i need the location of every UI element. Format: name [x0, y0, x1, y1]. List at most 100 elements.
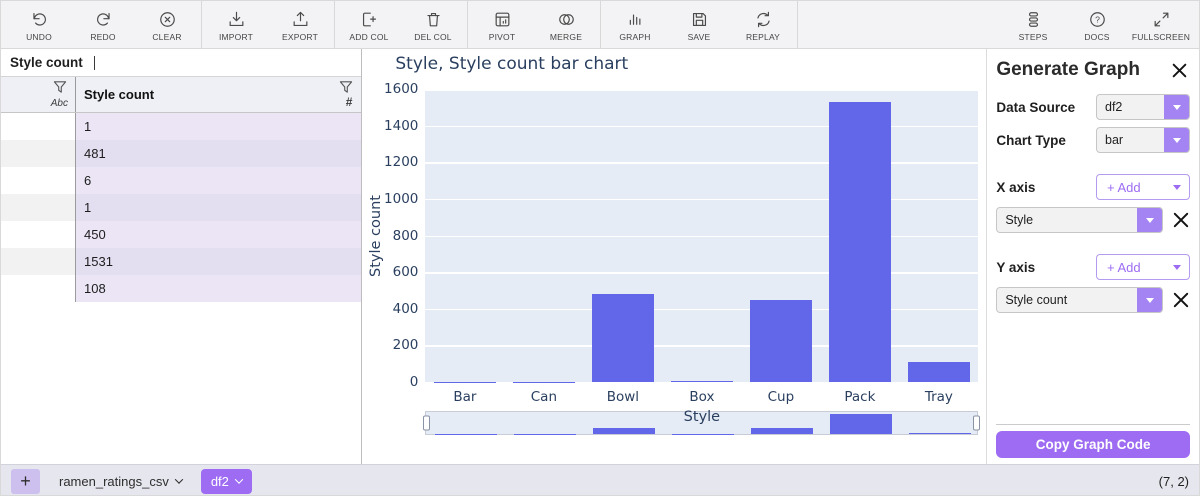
grid-body: 1 481 6 1 450 1531 108 — [1, 113, 362, 302]
fullscreen-button[interactable]: FULLSCREEN — [1129, 1, 1193, 48]
chevron-down-icon[interactable] — [1164, 95, 1189, 119]
merge-button[interactable]: MERGE — [534, 1, 598, 48]
bar-cup — [749, 299, 813, 382]
redo-button[interactable]: REDO — [71, 1, 135, 48]
y-axis-add-label: + Add — [1107, 259, 1141, 275]
y-axis-column-select[interactable]: Style count — [996, 287, 1163, 313]
delete-column-icon — [426, 12, 440, 26]
x-axis-label: X axis — [996, 179, 1036, 195]
chevron-down-icon[interactable] — [1137, 208, 1162, 232]
chart-type-label: Chart Type — [996, 132, 1066, 148]
steps-icon — [1028, 11, 1038, 27]
formula-bar[interactable]: Style count — [1, 49, 362, 77]
filter-icon[interactable] — [53, 81, 67, 93]
bar-tray — [907, 362, 971, 382]
add-column-icon — [362, 12, 376, 26]
taskpane-title: Generate Graph — [996, 59, 1140, 80]
y-tick-label: 1200 — [384, 154, 419, 171]
mini-bar-cup — [750, 428, 814, 434]
data-source-label: Data Source — [996, 99, 1076, 115]
toolbar-separator — [797, 1, 798, 48]
import-label: IMPORT — [218, 31, 254, 42]
spreadsheet-panel: Style count Abc Style count # 1 481 6 1 450 1… — [1, 49, 363, 464]
index-cell[interactable] — [1, 194, 76, 221]
sheet-tab-bar: + ramen_ratings_csv df2 (7, 2) — [1, 464, 1199, 495]
range-slider-left-handle[interactable] — [423, 415, 431, 431]
add-sheet-button[interactable]: + — [11, 468, 40, 494]
range-slider-right-handle[interactable] — [973, 415, 981, 431]
x-tick-label: Pack — [844, 389, 876, 405]
x-tick-label: Tray — [924, 389, 953, 405]
column-dtype: # — [345, 95, 353, 109]
bar-bowl — [591, 293, 655, 382]
chart-type-value: bar — [1105, 133, 1124, 147]
mini-bar-bowl — [592, 427, 656, 434]
close-icon — [1173, 212, 1189, 228]
toolbar: UNDO REDO CLEAR IMPORT EXPORT ADD COL DE… — [1, 1, 1199, 49]
sheet-tab-label: df2 — [210, 473, 229, 489]
y-tick-label: 0 — [409, 374, 419, 390]
value-cell[interactable]: 450 — [76, 221, 362, 248]
export-button[interactable]: EXPORT — [268, 1, 332, 48]
data-source-select[interactable]: df2 — [1096, 94, 1190, 120]
index-cell[interactable] — [1, 140, 76, 167]
value-cell[interactable]: 481 — [76, 140, 362, 167]
filter-icon[interactable] — [339, 81, 353, 93]
table-row: 1531 — [1, 248, 362, 275]
table-row: 1 — [1, 113, 362, 140]
value-cell[interactable]: 1 — [76, 113, 362, 140]
replay-button[interactable]: REPLAY — [731, 1, 795, 48]
close-button[interactable] — [1169, 60, 1190, 81]
merge-icon — [558, 13, 574, 25]
index-cell[interactable] — [1, 113, 76, 140]
index-cell[interactable] — [1, 221, 76, 248]
table-row: 1 — [1, 194, 362, 221]
add-col-button[interactable]: ADD COL — [337, 1, 401, 48]
y-axis-remove-button[interactable] — [1172, 291, 1190, 309]
toolbar-right-group: STEPS ? DOCS FULLSCREEN — [1001, 1, 1193, 48]
chevron-down-icon[interactable] — [1164, 128, 1189, 152]
data-source-value: df2 — [1105, 100, 1123, 114]
value-cell[interactable]: 108 — [76, 275, 362, 302]
fullscreen-icon — [1154, 12, 1168, 26]
x-axis-add-button[interactable]: + Add — [1096, 174, 1190, 200]
index-column-header[interactable]: Abc — [1, 77, 76, 112]
import-icon — [229, 11, 243, 26]
bar-pack — [828, 101, 892, 382]
value-cell[interactable]: 6 — [76, 167, 362, 194]
toolbar-separator — [201, 1, 202, 48]
y-tick-label: 200 — [392, 337, 419, 354]
index-cell[interactable] — [1, 248, 76, 275]
sheet-tab-df2[interactable]: df2 — [200, 468, 252, 494]
index-cell[interactable] — [1, 167, 76, 194]
clear-button[interactable]: CLEAR — [135, 1, 199, 48]
pivot-icon — [495, 12, 509, 26]
graph-button[interactable]: GRAPH — [603, 1, 667, 48]
value-cell[interactable]: 1531 — [76, 248, 362, 275]
undo-button[interactable]: UNDO — [7, 1, 71, 48]
formula-bar-value: Style count — [10, 55, 83, 70]
range-slider[interactable] — [423, 411, 981, 435]
steps-button[interactable]: STEPS — [1001, 1, 1065, 48]
redo-icon — [96, 12, 110, 26]
docs-button[interactable]: ? DOCS — [1065, 1, 1129, 48]
text-cursor — [93, 55, 95, 70]
gridline — [425, 235, 979, 237]
index-cell[interactable] — [1, 275, 76, 302]
sheet-tab-ramen-ratings-csv[interactable]: ramen_ratings_csv — [49, 469, 192, 494]
save-button[interactable]: SAVE — [667, 1, 731, 48]
chevron-down-icon[interactable] — [1137, 288, 1162, 312]
x-axis-column-select[interactable]: Style — [996, 207, 1163, 233]
style-count-column-header[interactable]: Style count # — [76, 77, 361, 112]
y-axis-add-button[interactable]: + Add — [1096, 254, 1190, 280]
del-col-button[interactable]: DEL COL — [401, 1, 465, 48]
sheet-tab-label: ramen_ratings_csv — [59, 473, 169, 489]
save-label: SAVE — [687, 31, 711, 42]
plot-area[interactable]: Style count Style 0 200 400 600 800 1000 1200 1… — [368, 81, 981, 435]
chart-type-select[interactable]: bar — [1096, 127, 1190, 153]
copy-graph-code-button[interactable]: Copy Graph Code — [996, 431, 1190, 458]
pivot-button[interactable]: PIVOT — [470, 1, 534, 48]
import-button[interactable]: IMPORT — [204, 1, 268, 48]
x-axis-remove-button[interactable] — [1172, 211, 1190, 229]
value-cell[interactable]: 1 — [76, 194, 362, 221]
